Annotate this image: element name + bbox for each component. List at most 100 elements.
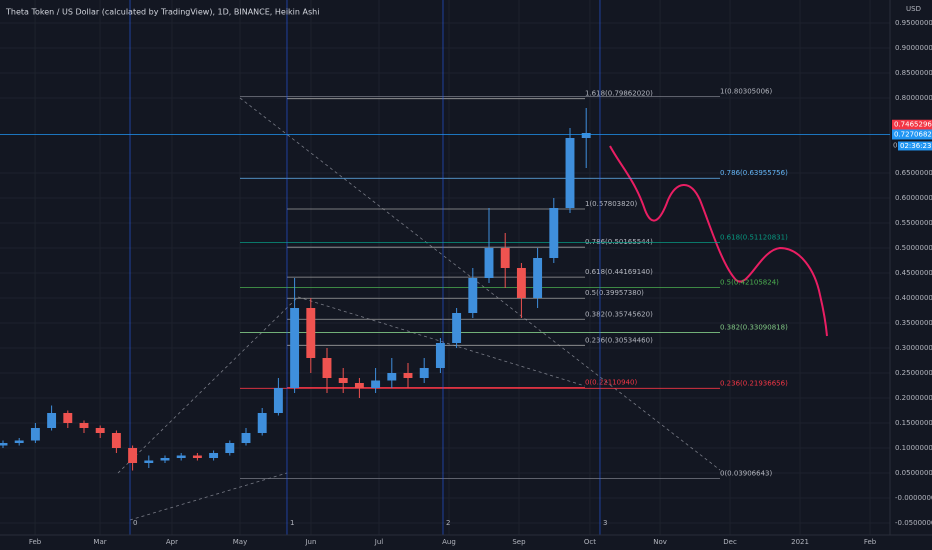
x-tick-label: Nov — [653, 538, 667, 546]
price-axis — [890, 0, 932, 550]
fib-label: 0.5(0.39957380) — [585, 289, 644, 297]
x-tick-label: Aug — [442, 538, 456, 546]
fib-label: 0.236(0.30534460) — [585, 336, 653, 344]
candle-body — [533, 258, 543, 298]
candle-body — [47, 413, 57, 428]
cycle-label: 0 — [133, 519, 137, 527]
price-tag — [892, 129, 932, 140]
candle-body — [30, 428, 40, 441]
candle-body — [452, 313, 462, 343]
candle-body — [95, 428, 105, 433]
y-tick-label: 0.05000000 — [895, 469, 932, 477]
fib-label: 0(0.03906643) — [720, 469, 772, 477]
candle-body — [322, 358, 332, 378]
fib-label: 0.236(0.21936656) — [720, 379, 788, 387]
fib-label: 0.786(0.63955756) — [720, 169, 788, 177]
candle-body — [371, 380, 381, 388]
candle-body — [565, 138, 575, 208]
x-tick-label: Jun — [304, 538, 316, 546]
cycle-label: 3 — [603, 519, 607, 527]
grid — [0, 0, 890, 535]
candle-body — [306, 308, 316, 358]
x-tick-label: Mar — [93, 538, 106, 546]
cycle-lines: 0 1 2 3 — [129, 0, 607, 535]
projection-curve — [609, 145, 828, 337]
fib-label: 0.618(0.51120831) — [720, 233, 788, 241]
candle-body — [241, 433, 251, 443]
candle-body — [419, 368, 429, 378]
candle-body — [225, 443, 235, 453]
candle-body — [14, 440, 24, 443]
fib-label: 1(0.57803820) — [585, 200, 637, 208]
cycle-label: 2 — [446, 519, 450, 527]
candle-body — [484, 248, 494, 278]
candle-body — [257, 413, 267, 433]
candle-body — [192, 455, 202, 458]
candle-body — [79, 423, 89, 428]
fib-label: 0(0.22110940) — [585, 378, 637, 386]
cycle-label: 1 — [290, 519, 294, 527]
fib-label: 0.382(0.35745620) — [585, 310, 653, 318]
countdown-box — [898, 141, 932, 151]
trend-line — [239, 97, 721, 471]
candle-body — [354, 383, 364, 388]
candle-body — [387, 373, 397, 381]
countdown: 02:36:23 — [900, 142, 931, 150]
candle-body — [176, 455, 186, 458]
candle-body — [435, 343, 445, 368]
candle-body — [338, 378, 348, 383]
candle-body — [549, 208, 559, 258]
candle-body — [144, 460, 154, 463]
axis-tick-label: 0 — [893, 141, 897, 149]
candle-body — [500, 248, 510, 268]
fib-label: 0.382(0.33090818) — [720, 324, 788, 332]
price-tag-label: 0.72706823 — [894, 130, 932, 138]
candle-body — [209, 453, 219, 458]
price-tag — [892, 119, 932, 130]
candle-body — [403, 373, 413, 378]
candles — [0, 108, 591, 471]
chart-title: Theta Token / US Dollar (calculated by T… — [5, 8, 319, 17]
x-tick-label: Apr — [166, 538, 178, 546]
drawings — [117, 97, 828, 521]
candle-body — [160, 458, 170, 461]
candle-body — [63, 413, 73, 423]
candle-body — [516, 268, 526, 298]
trend-line — [297, 296, 586, 387]
y-tick-label: -0.00000000 — [895, 494, 932, 502]
x-tick-label: Feb — [864, 538, 877, 546]
x-tick-label: Feb — [29, 538, 42, 546]
x-tick-label: Dec — [723, 538, 737, 546]
y-tick-label: -0.05000000 — [895, 519, 932, 527]
x-tick-label: Sep — [512, 538, 526, 546]
candle-body — [111, 433, 121, 448]
candle-body — [468, 278, 478, 313]
currency: USD — [906, 5, 921, 13]
x-tick-label: May — [233, 538, 247, 546]
candle-body — [290, 308, 300, 388]
x-tick-label: 2021 — [791, 538, 809, 546]
candle-body — [0, 443, 8, 446]
candle-body — [273, 388, 283, 413]
x-tick-label: Jul — [374, 538, 384, 546]
fib-label: 1.618(0.79862020) — [585, 90, 653, 98]
fib-label: 0.618(0.44169140) — [585, 268, 653, 276]
